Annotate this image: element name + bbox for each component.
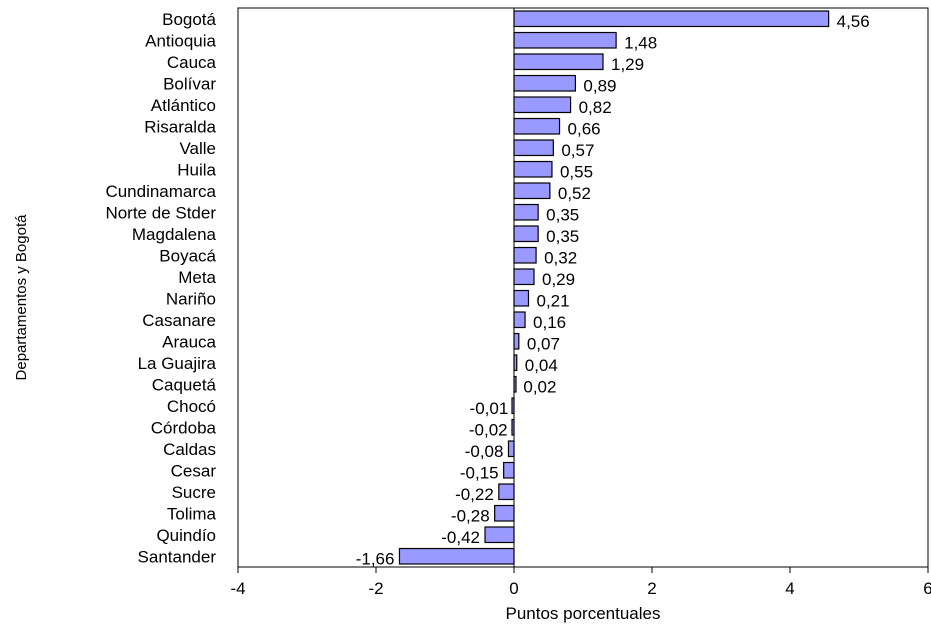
bar-14 — [513, 311, 526, 329]
category-label-3: Bolívar — [163, 74, 216, 93]
bar-13 — [513, 289, 530, 307]
category-label-23: Tolima — [167, 504, 217, 523]
bar-10 — [513, 225, 539, 243]
value-label-11: 0,32 — [544, 248, 577, 267]
y-axis-title: Departamentos y Bogotá — [13, 214, 30, 381]
bar-11 — [513, 246, 537, 264]
category-label-13: Nariño — [166, 289, 216, 308]
category-label-7: Huila — [177, 160, 216, 179]
category-label-17: Caquetá — [152, 375, 217, 394]
value-label-25: -1,66 — [356, 549, 395, 568]
category-label-2: Cauca — [167, 53, 217, 72]
category-label-22: Sucre — [172, 483, 216, 502]
bar-7 — [513, 160, 553, 178]
bar-0 — [513, 10, 830, 28]
value-label-4: 0,82 — [579, 98, 612, 117]
value-label-2: 1,29 — [611, 55, 644, 74]
value-label-16: 0,04 — [525, 356, 558, 375]
bar-3 — [513, 74, 577, 92]
x-tick-label-2: 0 — [509, 579, 518, 598]
value-label-24: -0,42 — [441, 528, 480, 547]
bar-5 — [513, 117, 561, 135]
category-label-20: Caldas — [163, 440, 216, 459]
value-label-8: 0,52 — [558, 184, 591, 203]
value-label-1: 1,48 — [624, 33, 657, 52]
bar-24 — [484, 526, 515, 544]
value-label-18: -0,01 — [470, 399, 509, 418]
category-label-10: Magdalena — [132, 225, 217, 244]
category-label-0: Bogotá — [162, 10, 216, 29]
value-label-15: 0,07 — [527, 334, 560, 353]
value-label-10: 0,35 — [546, 227, 579, 246]
category-label-12: Meta — [178, 268, 216, 287]
x-tick-label-5: 6 — [923, 579, 931, 598]
value-label-23: -0,28 — [451, 506, 490, 525]
category-label-14: Casanare — [142, 311, 216, 330]
value-label-7: 0,55 — [560, 162, 593, 181]
category-label-8: Cundinamarca — [105, 182, 216, 201]
category-label-4: Atlántico — [151, 96, 216, 115]
bar-23 — [494, 504, 515, 522]
category-label-24: Quindío — [156, 526, 216, 545]
x-axis: -4 -2 0 2 4 6 — [230, 567, 931, 598]
bar-4 — [513, 96, 572, 114]
value-label-6: 0,57 — [561, 141, 594, 160]
category-label-11: Boyacá — [159, 246, 216, 265]
bar-21 — [503, 461, 515, 479]
bar-15 — [513, 332, 520, 350]
plot-area-frame — [237, 7, 929, 568]
bar-2 — [513, 53, 604, 71]
labels-layer: Bogotá 4,56 Antioquia 1,48 Cauca 1,29 Bolívar 0… — [105, 10, 869, 569]
value-label-5: 0,66 — [568, 119, 601, 138]
category-label-15: Arauca — [162, 332, 216, 351]
bar-8 — [513, 182, 551, 200]
value-label-3: 0,89 — [583, 76, 616, 95]
bar-9 — [513, 203, 539, 221]
value-label-12: 0,29 — [542, 270, 575, 289]
value-label-9: 0,35 — [546, 205, 579, 224]
category-label-1: Antioquia — [145, 31, 216, 50]
x-tick-label-4: 4 — [785, 579, 794, 598]
bar-12 — [513, 268, 535, 286]
bar-6 — [513, 139, 554, 157]
x-tick-label-1: -2 — [368, 579, 383, 598]
value-label-21: -0,15 — [460, 463, 499, 482]
bar-20 — [507, 440, 515, 458]
category-label-21: Cesar — [171, 461, 217, 480]
value-label-22: -0,22 — [455, 485, 494, 504]
category-label-5: Risaralda — [144, 117, 216, 136]
category-label-25: Santander — [138, 547, 217, 566]
category-label-9: Norte de Stder — [105, 203, 216, 222]
category-label-18: Chocó — [167, 397, 216, 416]
x-tick-label-0: -4 — [230, 579, 245, 598]
value-label-20: -0,08 — [465, 442, 504, 461]
category-label-19: Córdoba — [151, 418, 217, 437]
bar-22 — [498, 483, 515, 501]
x-tick-label-3: 2 — [647, 579, 656, 598]
value-label-14: 0,16 — [533, 313, 566, 332]
bar-25 — [398, 547, 515, 565]
category-label-6: Valle — [179, 139, 216, 158]
value-label-19: -0,02 — [469, 420, 508, 439]
bar-1 — [513, 31, 617, 49]
value-label-0: 4,56 — [837, 12, 870, 31]
value-label-13: 0,21 — [536, 291, 569, 310]
category-label-16: La Guajira — [138, 354, 217, 373]
value-label-17: 0,02 — [523, 377, 556, 396]
x-axis-title: Puntos porcentuales — [506, 604, 661, 623]
